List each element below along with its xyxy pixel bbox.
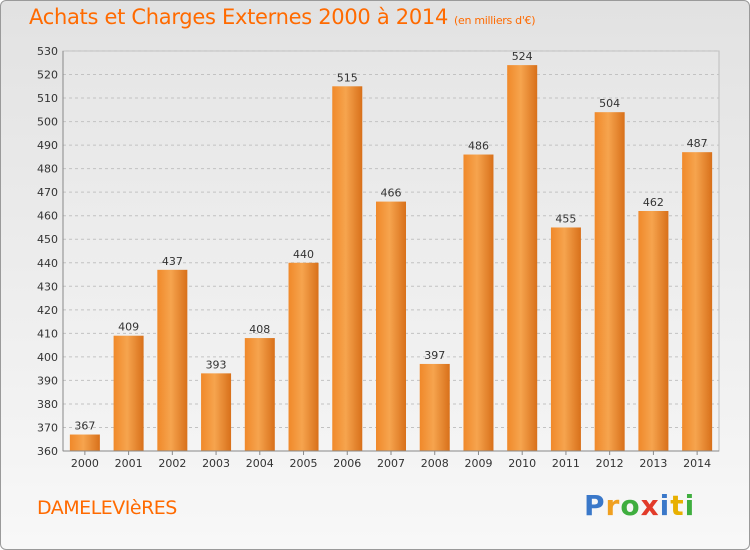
bar	[288, 262, 319, 451]
y-tick-label: 430	[37, 280, 58, 293]
x-tick-label: 2000	[71, 457, 99, 470]
chart-title: Achats et Charges Externes 2000 à 2014 (e…	[29, 5, 536, 29]
y-tick-label: 450	[37, 233, 58, 246]
data-label: 367	[74, 420, 95, 433]
y-tick-label: 470	[37, 186, 58, 199]
x-tick-label: 2006	[333, 457, 361, 470]
x-tick-label: 2012	[596, 457, 624, 470]
x-tick-label: 2010	[508, 457, 536, 470]
y-tick-label: 510	[37, 92, 58, 105]
y-tick-label: 490	[37, 139, 58, 152]
bar	[376, 201, 406, 451]
data-label: 486	[468, 140, 489, 153]
proxiti-logo: Proxiti	[584, 489, 695, 522]
x-tick-label: 2007	[377, 457, 405, 470]
bar	[157, 269, 188, 451]
data-label: 515	[337, 71, 358, 84]
bar	[594, 112, 625, 452]
y-tick-label: 520	[37, 69, 58, 82]
x-tick-label: 2004	[246, 457, 274, 470]
data-label: 455	[555, 212, 576, 225]
data-label: 462	[643, 196, 664, 209]
logo-letter: o	[620, 489, 641, 522]
y-tick-label: 530	[37, 45, 58, 58]
x-tick-label: 2008	[421, 457, 449, 470]
x-tick-label: 2013	[639, 457, 667, 470]
bar	[463, 154, 494, 451]
y-tick-label: 390	[37, 374, 58, 387]
data-label: 504	[599, 97, 620, 110]
x-tick-label: 2001	[115, 457, 143, 470]
data-label: 393	[206, 358, 227, 371]
data-label: 408	[249, 323, 270, 336]
logo-letter: i	[659, 489, 671, 522]
y-tick-label: 360	[37, 445, 58, 458]
y-tick-label: 410	[37, 327, 58, 340]
x-tick-label: 2009	[464, 457, 492, 470]
bar	[113, 335, 144, 451]
x-tick-label: 2003	[202, 457, 230, 470]
title-text: Achats et Charges Externes 2000 à 2014	[29, 5, 449, 29]
bar	[638, 211, 669, 451]
data-label: 524	[512, 50, 533, 63]
bar	[69, 434, 100, 451]
logo-letter: P	[584, 489, 606, 522]
y-tick-label: 440	[37, 257, 58, 270]
y-tick-label: 480	[37, 163, 58, 176]
logo-letter: t	[670, 489, 685, 522]
y-tick-label: 460	[37, 210, 58, 223]
data-label: 466	[381, 187, 402, 200]
x-tick-label: 2002	[158, 457, 186, 470]
bar	[244, 338, 275, 451]
bar	[507, 65, 538, 451]
x-tick-label: 2011	[552, 457, 580, 470]
bar	[332, 86, 363, 451]
data-label: 437	[162, 255, 183, 268]
y-tick-label: 370	[37, 421, 58, 434]
y-tick-label: 500	[37, 116, 58, 129]
bar	[550, 227, 581, 451]
x-tick-label: 2005	[290, 457, 318, 470]
logo-letter: x	[640, 489, 660, 522]
y-tick-label: 400	[37, 351, 58, 364]
bar	[419, 363, 450, 451]
data-label: 440	[293, 248, 314, 261]
data-label: 487	[687, 137, 708, 150]
bar	[201, 373, 232, 451]
bar	[682, 152, 713, 452]
data-label: 409	[118, 321, 139, 334]
x-tick-label: 2014	[683, 457, 711, 470]
commune-name: DAMELEVIèRES	[37, 497, 177, 519]
y-tick-label: 380	[37, 398, 58, 411]
logo-letter: r	[605, 489, 621, 522]
y-tick-label: 420	[37, 304, 58, 317]
logo-letter: i	[684, 489, 696, 522]
data-label: 397	[424, 349, 445, 362]
chart-subtitle: (en milliers d'€)	[454, 14, 536, 27]
